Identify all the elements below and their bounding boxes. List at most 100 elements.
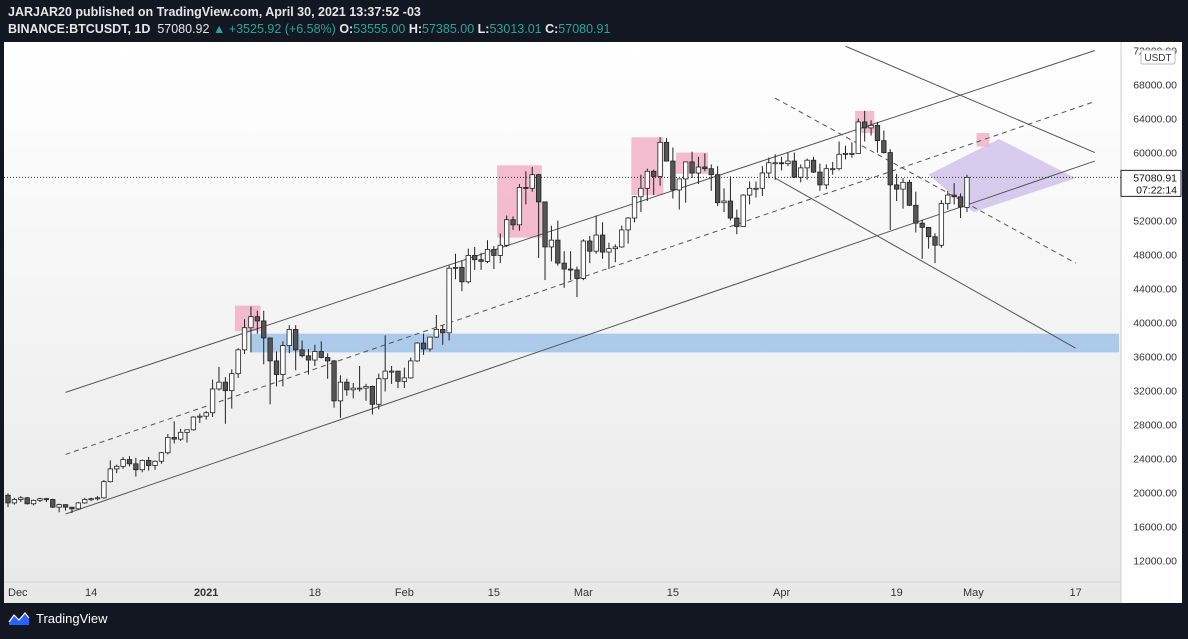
candle-body xyxy=(229,373,235,392)
candle-body xyxy=(587,240,593,252)
candle-body xyxy=(491,249,497,256)
candle-body xyxy=(887,152,893,186)
candle-body xyxy=(663,141,670,162)
descending-lower-line xyxy=(774,177,1076,349)
candle-body xyxy=(676,178,682,191)
candle-body xyxy=(56,504,62,508)
candle-body xyxy=(855,121,861,154)
candle-body xyxy=(548,239,555,248)
price-tick-label: 24000.00 xyxy=(1133,454,1177,466)
channel-upper-line xyxy=(65,50,1095,393)
candle-body xyxy=(401,377,408,382)
candle-body xyxy=(900,181,906,190)
currency-badge xyxy=(1140,49,1176,65)
candle-body xyxy=(18,497,24,500)
candle-body xyxy=(37,498,43,501)
candle-body xyxy=(740,194,746,227)
time-tick-label: 2021 xyxy=(194,587,218,599)
candle-body xyxy=(785,160,791,165)
candle-body xyxy=(43,498,49,501)
candlestick-chart[interactable]: 12000.00 16000.00 20000.00 24000.00 28000.00… xyxy=(4,42,1182,603)
plot-background xyxy=(4,42,1121,603)
candle-body xyxy=(823,168,829,186)
close-value: 57080.91 xyxy=(558,22,611,36)
open-label: O: xyxy=(339,22,354,36)
candle-body xyxy=(574,269,580,279)
candle-body xyxy=(126,459,133,465)
time-tick-label: 19 xyxy=(891,587,903,599)
candle-body xyxy=(382,370,388,380)
countdown-label: 07:22:14 xyxy=(1136,184,1177,196)
candle-body xyxy=(254,316,260,322)
candle-body xyxy=(50,499,56,508)
candle-body xyxy=(241,327,248,351)
candle-body xyxy=(197,415,203,418)
candle-body xyxy=(695,166,702,174)
candle-body xyxy=(535,174,542,203)
high-value: 57385.00 xyxy=(422,22,475,36)
open-value: 53555.00 xyxy=(353,22,406,36)
chart-area[interactable]: 12000.00 16000.00 20000.00 24000.00 28000.00… xyxy=(4,42,1182,603)
time-tick-label: 18 xyxy=(309,587,321,599)
candle-body xyxy=(778,162,785,165)
candle-body xyxy=(651,170,657,177)
candle-body xyxy=(638,187,644,198)
candle-body xyxy=(580,240,587,279)
channel-mid-line xyxy=(65,101,1095,455)
candle-body xyxy=(555,239,561,264)
candle-body xyxy=(222,381,229,392)
candle-body xyxy=(165,437,171,454)
candle-body xyxy=(190,416,197,431)
time-axis: Dec 14 2021 18 Feb 15 Mar 15 Apr 19 May 17 xyxy=(4,581,1121,599)
candle-body xyxy=(459,266,465,283)
candle-body xyxy=(606,248,612,253)
candle-body xyxy=(363,386,369,389)
price-tick-label: 12000.00 xyxy=(1133,556,1177,568)
symbol-label[interactable]: BINANCE:BTCUSDT, 1D xyxy=(8,22,151,36)
candle-body xyxy=(766,162,772,174)
candle-body xyxy=(452,266,459,269)
candle-body xyxy=(657,141,663,177)
candle-body xyxy=(906,181,913,206)
candle-body xyxy=(350,387,356,391)
candle-body xyxy=(82,499,88,504)
candle-body xyxy=(542,201,548,248)
last-price-label: 57080.91 xyxy=(1133,172,1177,184)
support-zone xyxy=(250,333,1120,353)
price-tick-label: 48000.00 xyxy=(1133,250,1177,262)
candle-body xyxy=(280,345,286,375)
candle-body xyxy=(88,498,94,501)
candle-body xyxy=(5,494,11,504)
candle-body xyxy=(331,360,337,402)
candle-body xyxy=(644,170,650,189)
candle-body xyxy=(830,168,836,171)
candle-body xyxy=(325,357,331,362)
candle-body xyxy=(913,204,919,224)
candle-body xyxy=(472,255,478,261)
candle-body xyxy=(114,465,120,470)
candle-body xyxy=(261,320,267,339)
candle-body xyxy=(804,159,810,169)
candle-body xyxy=(938,203,945,246)
candle-body xyxy=(932,236,938,246)
time-tick-label: Feb xyxy=(395,587,414,599)
price-tick-label: 20000.00 xyxy=(1133,488,1177,500)
candle-body xyxy=(299,349,305,357)
candle-body xyxy=(267,337,273,362)
candle-body xyxy=(817,171,823,186)
candle-body xyxy=(75,502,81,510)
time-tick-label: 15 xyxy=(667,587,679,599)
candle-body xyxy=(30,499,37,505)
candle-body xyxy=(427,336,433,350)
candle-body xyxy=(376,378,382,405)
candle-body xyxy=(734,217,740,227)
price-tick-label: 32000.00 xyxy=(1133,386,1177,398)
candle-body xyxy=(139,459,145,471)
time-tick-label: May xyxy=(963,587,984,599)
candle-body xyxy=(497,244,503,256)
candle-body xyxy=(286,329,292,346)
candle-body xyxy=(440,329,446,334)
close-label: C: xyxy=(545,22,559,36)
price-tick-label: 52000.00 xyxy=(1133,216,1177,228)
